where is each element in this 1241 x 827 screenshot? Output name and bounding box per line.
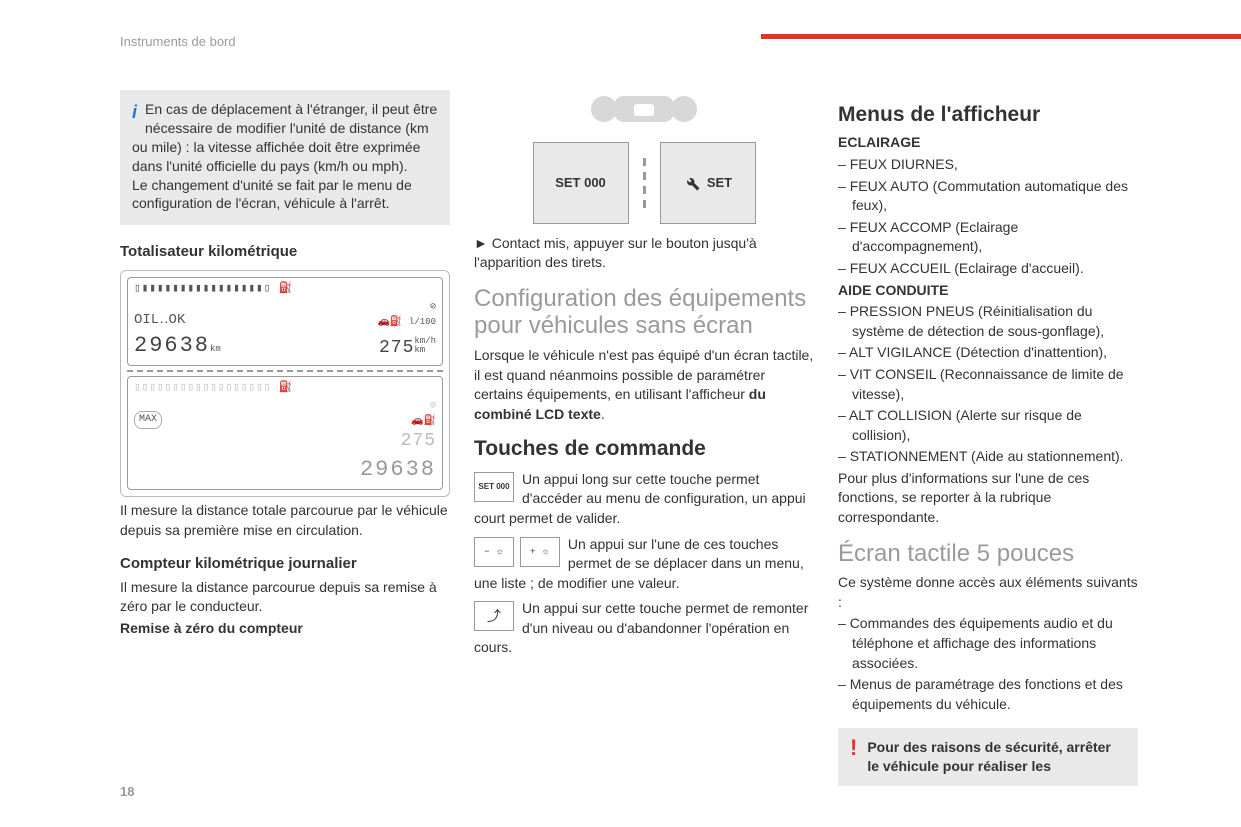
set-button-left-label: SET 000: [555, 174, 606, 192]
heading-ecran: Écran tactile 5 pouces: [838, 540, 1138, 568]
para-contact: ► Contact mis, appuyer sur le bouton jus…: [474, 234, 814, 273]
accent-bar: [761, 34, 1241, 39]
page-number: 18: [120, 784, 134, 799]
eclairage-item: – FEUX DIURNES,: [838, 155, 1138, 175]
section-title: Instruments de bord: [120, 34, 236, 49]
heading-eclairage: ECLAIRAGE: [838, 133, 1138, 153]
warning-icon: !: [850, 738, 857, 758]
odo-bot-km: 29638: [360, 455, 436, 486]
para-ecran-intro: Ce système donne accès aux éléments suiv…: [838, 573, 1138, 612]
set000-button-icon: SET 000: [474, 472, 514, 502]
fuel-unit-top: l/100: [409, 317, 436, 327]
plus-brightness-button-icon: +☼: [520, 537, 560, 567]
info-box: i En cas de déplacement à l'étranger, il…: [120, 90, 450, 225]
ecran-item: – Commandes des équipements audio et du …: [838, 614, 1138, 673]
ecran-item: – Menus de paramétrage des fonctions et …: [838, 675, 1138, 714]
odo-fuel-unit: km/h km: [414, 337, 436, 355]
separator-dots: [643, 142, 646, 224]
aide-item: – STATIONNEMENT (Aide au stationnement).: [838, 447, 1138, 467]
button-row-set: SET 000 Un appui long sur cette touche p…: [474, 470, 814, 529]
max-label: MAX: [134, 411, 162, 429]
eclairage-item: – FEUX ACCUEIL (Eclairage d'accueil).: [838, 259, 1138, 279]
heading-trip: Compteur kilométrique journalier: [120, 553, 450, 574]
para-reset: Remise à zéro du compteur: [120, 619, 450, 639]
heading-menus: Menus de l'afficheur: [838, 100, 1138, 129]
info-text: En cas de déplacement à l'étranger, il p…: [132, 101, 437, 211]
aide-item: – ALT VIGILANCE (Détection d'inattention…: [838, 343, 1138, 363]
set-button-illustration: SET 000 SET: [474, 90, 814, 224]
button-row-back: ⤴ Un appui sur cette touche permet de re…: [474, 599, 814, 658]
heading-touches: Touches de commande: [474, 434, 814, 463]
back-button-icon: ⤴: [474, 601, 514, 631]
odo-fuel: 275: [379, 338, 414, 358]
button-row-nav: −☼ +☼ Un appui sur l'une de ces touches …: [474, 535, 814, 594]
odometer-illustration: ▯▮▮▮▮▮▮▮▮▮▮▮▮▮▮▮▮▯ ⛽ OIL‥OK ⊘🚗⛽ l/100 29…: [120, 270, 450, 497]
button-row-back-text: Un appui sur cette touche permet de remo…: [474, 600, 808, 655]
eclairage-item: – FEUX ACCOMP (Eclairage d'accompagnemen…: [838, 218, 1138, 257]
para-odometer-total: Il mesure la distance totale parcourue p…: [120, 501, 450, 540]
odo-bot-fuel: 275: [401, 429, 436, 454]
odo-top-panel: ▯▮▮▮▮▮▮▮▮▮▮▮▮▮▮▮▮▯ ⛽ OIL‥OK ⊘🚗⛽ l/100 29…: [127, 277, 443, 366]
aide-item: – VIT CONSEIL (Reconnaissance de limite …: [838, 365, 1138, 404]
oil-label: OIL‥OK: [134, 311, 185, 331]
eclairage-item: – FEUX AUTO (Commutation automatique des…: [838, 177, 1138, 216]
column-2: SET 000 SET ► Contact mis, appuyer sur l…: [474, 90, 814, 786]
page-content: i En cas de déplacement à l'étranger, il…: [0, 30, 1241, 826]
set-button-right-label: SET: [707, 174, 732, 192]
aide-item: – PRESSION PNEUS (Réinitialisation du sy…: [838, 302, 1138, 341]
heading-aide: AIDE CONDUITE: [838, 281, 1138, 301]
wrench-icon: [683, 174, 701, 192]
para-config: Lorsque le véhicule n'est pas équipé d'u…: [474, 346, 814, 424]
column-1: i En cas de déplacement à l'étranger, il…: [120, 90, 450, 786]
heading-config: Configuration des équipements pour véhic…: [474, 285, 814, 340]
button-row-set-text: Un appui long sur cette touche permet d'…: [474, 471, 806, 526]
odo-bottom-panel: ▯▯▯▯▯▯▯▯▯▯▯▯▯▯▯▯▯▯ ⛽ MAX ⊘🚗⛽ 275 29638: [127, 376, 443, 490]
odo-main-km: 29638: [134, 333, 210, 358]
warning-box: ! Pour des raisons de sécurité, arrêter …: [838, 728, 1138, 786]
set-button-right: SET: [660, 142, 756, 224]
heading-odometer-total: Totalisateur kilométrique: [120, 241, 450, 262]
warning-text: Pour des raisons de sécurité, arrêter le…: [867, 739, 1111, 774]
para-more-info: Pour plus d'informations sur l'une de ce…: [838, 469, 1138, 528]
info-icon: i: [132, 100, 137, 124]
column-3: Menus de l'afficheur ECLAIRAGE – FEUX DI…: [838, 90, 1138, 786]
set-button-left: SET 000: [533, 142, 629, 224]
minus-brightness-button-icon: −☼: [474, 537, 514, 567]
gauge-cluster-icon: [584, 90, 704, 126]
odo-main-unit: km: [210, 344, 221, 354]
aide-item: – ALT COLLISION (Alerte sur risque de co…: [838, 406, 1138, 445]
para-trip: Il mesure la distance parcourue depuis s…: [120, 578, 450, 617]
